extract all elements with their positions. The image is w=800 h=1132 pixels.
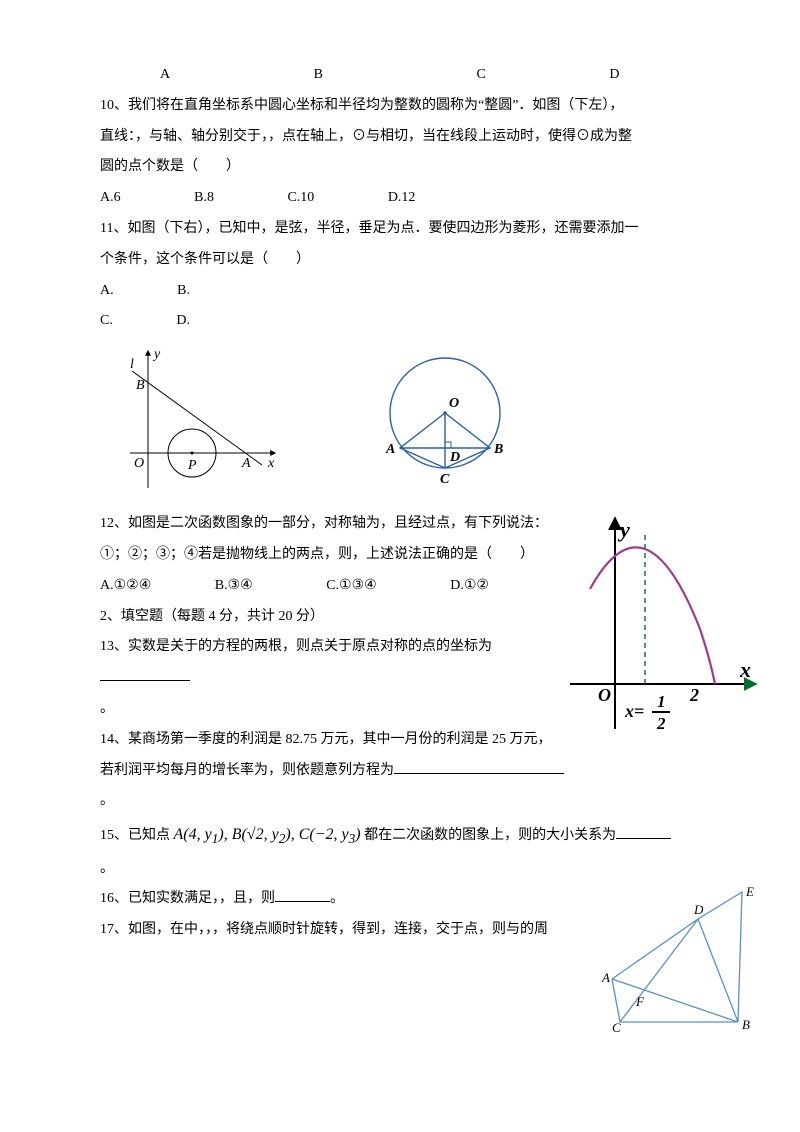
q12-opt-a: A.①②④ (100, 571, 151, 602)
label-A2: A (385, 442, 395, 457)
label-x3: x (739, 657, 751, 682)
label-tF: F (635, 994, 645, 1009)
q15-post: 都在二次函数的图象上，则的大小关系为 (361, 828, 617, 843)
q10-options: A.6 B.8 C.10 D.12 (100, 183, 760, 214)
q12-opt-b: B.③④ (215, 571, 253, 602)
opt-d: D (609, 60, 619, 91)
label-two: 2 (689, 685, 699, 705)
label-tD: D (693, 902, 704, 917)
label-O2: O (449, 396, 459, 411)
q13-blank[interactable] (100, 666, 190, 681)
q14-text2: 若利润平均每月的增长率为，则依题意列方程为 (100, 763, 394, 778)
q11-opts-row2: C. D. (100, 306, 760, 337)
label-O: O (134, 456, 144, 471)
label-y3: y (617, 517, 630, 542)
q15-period: 。 (100, 854, 760, 885)
figure-q12-parabola: y x O 2 x= 1 2 (560, 509, 760, 739)
label-half-num: 1 (657, 692, 666, 711)
label-C2: C (440, 472, 450, 487)
q11-line1: 11、如图（下右），已知中，是弦，半径，垂足为点．要使四边形为菱形，还需要添加一 (100, 214, 760, 245)
label-B: B (136, 378, 145, 393)
q11-opt-c: C. (100, 306, 113, 337)
q15: 15、已知点 A(4, y1), B(√2, y2), C(−2, y3) 都在… (100, 817, 760, 854)
q11-line2: 个条件，这个条件可以是（ ） (100, 245, 760, 276)
q15-blank[interactable] (616, 824, 671, 839)
q10-opt-b: B.8 (194, 183, 214, 214)
q10-opt-a: A.6 (100, 183, 121, 214)
q11-opt-d: D. (176, 306, 190, 337)
label-O3: O (598, 685, 611, 705)
q16-period: 。 (330, 891, 344, 906)
q16-text: 16、已知实数满足，，且，则 (100, 891, 275, 906)
label-B2: B (493, 442, 503, 457)
label-tE: E (745, 884, 754, 899)
label-tC: C (612, 1020, 621, 1034)
figure-q11-circle-rhombus: O A B C D (360, 343, 530, 503)
label-D2: D (449, 450, 460, 465)
q11-opts-row1: A. B. (100, 276, 760, 307)
q11-opt-a: A. (100, 276, 114, 307)
label-A: A (241, 456, 251, 471)
q16-blank[interactable] (275, 887, 330, 902)
opt-b: B (314, 60, 323, 91)
abcd-header-row: A B C D (100, 60, 760, 91)
q14-period: 。 (100, 786, 760, 817)
opt-a: A (160, 60, 170, 91)
figure-q10-coordinate: l y B O P A x (100, 343, 280, 493)
q10-line3: 圆的点个数是（ ） (100, 152, 760, 183)
q12-opt-d: D.①② (450, 571, 489, 602)
q13-text: 13、实数是关于的方程的两根，则点关于原点对称的点的坐标为 (100, 639, 492, 654)
q14-blank[interactable] (394, 759, 564, 774)
q15-pre: 15、已知点 (100, 828, 174, 843)
opt-c: C (476, 60, 485, 91)
label-tB: B (742, 1017, 750, 1032)
label-tA: A (601, 970, 610, 985)
q10-line1: 10、我们将在直角坐标系中圆心坐标和半径均为整数的圆称为“整圆”．如图（下左）， (100, 91, 760, 122)
label-P: P (187, 458, 197, 473)
label-l: l (130, 357, 134, 372)
q15-math: A(4, y1), B(√2, y2), C(−2, y3) (174, 826, 361, 843)
q10-opt-d: D.12 (388, 183, 416, 214)
q10-line2: 直线：，与轴、轴分别交于，，点在轴上，⊙与相切，当在线段上运动时，使得⊙成为整 (100, 122, 760, 153)
figures-row-q10-q11: l y B O P A x O A B C D (100, 343, 760, 503)
label-y: y (152, 347, 161, 362)
label-xeq: x= (624, 701, 644, 721)
figure-q17-triangle: A B C D E F (600, 884, 760, 1034)
q14-line2: 若利润平均每月的增长率为，则依题意列方程为 (100, 756, 760, 787)
q12-opt-c: C.①③④ (326, 571, 377, 602)
label-x: x (267, 456, 275, 471)
q11-opt-b: B. (177, 276, 190, 307)
label-half-den: 2 (656, 714, 666, 733)
q10-opt-c: C.10 (287, 183, 314, 214)
